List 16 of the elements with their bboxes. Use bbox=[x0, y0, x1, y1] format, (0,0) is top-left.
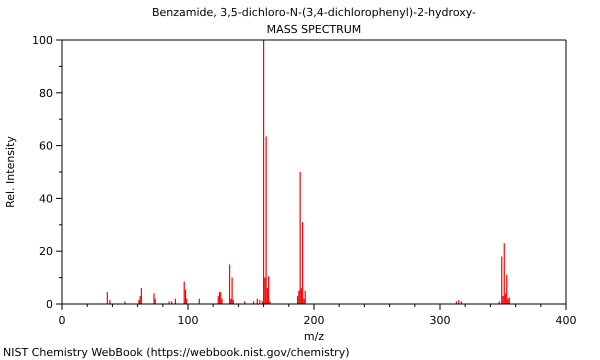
chart-title: Benzamide, 3,5-dichloro-N-(3,4-dichlorophenyl)-2-hydroxy- bbox=[152, 6, 476, 19]
y-tick-label: 100 bbox=[32, 34, 53, 47]
y-tick-label: 20 bbox=[39, 245, 53, 258]
y-tick-label: 0 bbox=[46, 298, 53, 311]
y-axis-title: Rel. Intensity bbox=[4, 136, 17, 208]
x-tick-label: 100 bbox=[178, 314, 198, 327]
y-tick-label: 40 bbox=[39, 192, 53, 206]
x-tick-label: 200 bbox=[304, 314, 324, 327]
chart-subtitle: MASS SPECTRUM bbox=[266, 23, 362, 36]
x-axis-title: m/z bbox=[304, 330, 324, 343]
x-tick-label: 300 bbox=[430, 314, 450, 327]
x-tick-label: 400 bbox=[556, 314, 576, 327]
y-tick-label: 80 bbox=[39, 86, 53, 100]
text: NIST Chemistry WebBook (https://webbook.nist.gov/chemistry) bbox=[3, 346, 350, 359]
y-tick-label: 60 bbox=[39, 140, 53, 153]
x-tick-label: 0 bbox=[58, 314, 66, 327]
